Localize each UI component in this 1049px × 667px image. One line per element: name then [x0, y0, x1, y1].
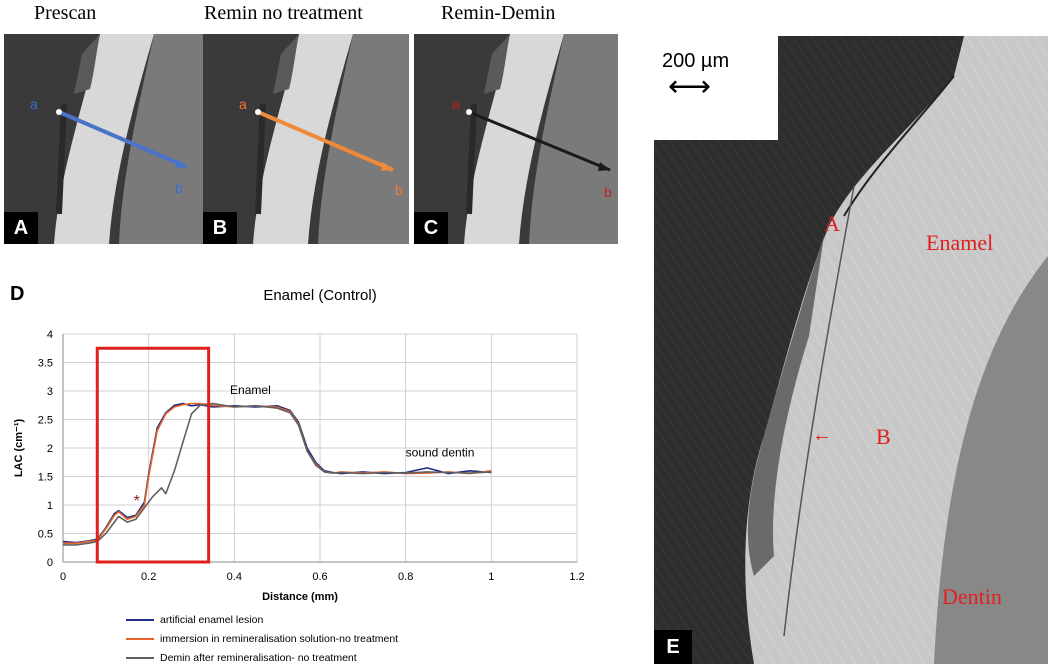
- chart-annotation: sound dentin: [406, 446, 475, 460]
- chart-legend: artificial enamel lesion immersion in re…: [126, 610, 486, 667]
- panel-b-letter: B: [203, 212, 237, 244]
- y-tick-label: 2.5: [38, 415, 53, 427]
- legend-swatch: [126, 656, 154, 659]
- series-line-2: [63, 402, 492, 546]
- y-tick-label: 1.5: [38, 472, 53, 484]
- chart-annotation: *: [134, 493, 140, 510]
- label-a: A: [824, 211, 840, 236]
- point-a-label: a: [452, 96, 460, 112]
- point-b-label: b: [395, 182, 403, 198]
- y-tick-label: 3.5: [38, 358, 53, 370]
- panel-a-letter: A: [4, 212, 38, 244]
- x-tick-label: 0.4: [227, 571, 242, 583]
- panel-c-scan-graphic: [414, 34, 618, 244]
- panel-b-scan: a b B: [203, 34, 409, 244]
- y-tick-label: 2: [47, 443, 53, 455]
- label-b: B: [876, 424, 891, 449]
- profile-line-a: [58, 110, 188, 169]
- profile-line-b: [257, 110, 394, 172]
- legend-item: Demin after remineralisation- no treatme…: [126, 648, 486, 667]
- panel-a-title: Prescan: [34, 2, 97, 24]
- x-tick-label: 0.6: [312, 571, 327, 583]
- point-b-label: b: [604, 184, 612, 200]
- y-tick-label: 0.5: [38, 529, 53, 541]
- y-axis-label: LAC (cm⁻¹): [13, 418, 25, 477]
- arrow-b: ←: [812, 424, 832, 446]
- panel-c-letter: C: [414, 212, 448, 244]
- chart-annotation: Enamel: [230, 383, 271, 397]
- scale-bar-box: 200 µm ⟷: [654, 36, 778, 140]
- x-axis-label: Distance (mm): [262, 591, 338, 603]
- y-tick-label: 4: [47, 329, 53, 341]
- label-dentin: Dentin: [942, 584, 1002, 609]
- highlight-box: [95, 346, 211, 564]
- x-tick-label: 0.2: [141, 571, 156, 583]
- x-tick-label: 0.8: [398, 571, 413, 583]
- x-tick-label: 1.2: [569, 571, 584, 583]
- panel-e-letter: E: [654, 630, 692, 664]
- panel-b-scan-graphic: [203, 34, 409, 244]
- legend-label: Demin after remineralisation- no treatme…: [160, 651, 357, 664]
- y-tick-label: 0: [47, 557, 53, 569]
- panel-b-title: Remin no treatment: [204, 2, 363, 24]
- panel-a-scan: a b A: [4, 34, 210, 244]
- point-b-label: b: [175, 180, 183, 196]
- point-a-label: a: [239, 96, 247, 112]
- y-tick-label: 1: [47, 500, 53, 512]
- panel-c-scan: a b C: [414, 34, 618, 244]
- legend-label: artificial enamel lesion: [160, 613, 264, 626]
- x-tick-label: 0: [60, 571, 66, 583]
- panel-e-sem-image: A Enamel ← B Dentin E: [654, 36, 1048, 664]
- x-tick-label: 1: [488, 571, 494, 583]
- panel-c-title: Remin-Demin: [441, 2, 556, 24]
- chart-title: Enamel (Control): [263, 287, 376, 304]
- legend-label: immersion in remineralisation solution-n…: [160, 632, 399, 645]
- legend-swatch: [126, 618, 154, 621]
- sem-graphic: [654, 36, 1048, 664]
- scale-label: 200 µm: [662, 50, 730, 72]
- y-tick-label: 3: [47, 386, 53, 398]
- scale-arrow-icon: ⟷: [668, 70, 712, 103]
- panel-a-scan-graphic: [4, 34, 210, 244]
- lac-profile-chart: Enamel (Control) 0 0.5 1 1.5 2 2.5 3 3.5 4 0 0.2 0.4…: [13, 287, 585, 603]
- point-a-label: a: [30, 96, 38, 112]
- legend-item: artificial enamel lesion: [126, 610, 486, 629]
- panel-d-letter: D: [10, 283, 25, 305]
- label-enamel: Enamel: [926, 230, 994, 255]
- legend-item: immersion in remineralisation solution-n…: [126, 629, 486, 648]
- profile-line-c: [468, 110, 611, 172]
- legend-swatch: [126, 637, 154, 640]
